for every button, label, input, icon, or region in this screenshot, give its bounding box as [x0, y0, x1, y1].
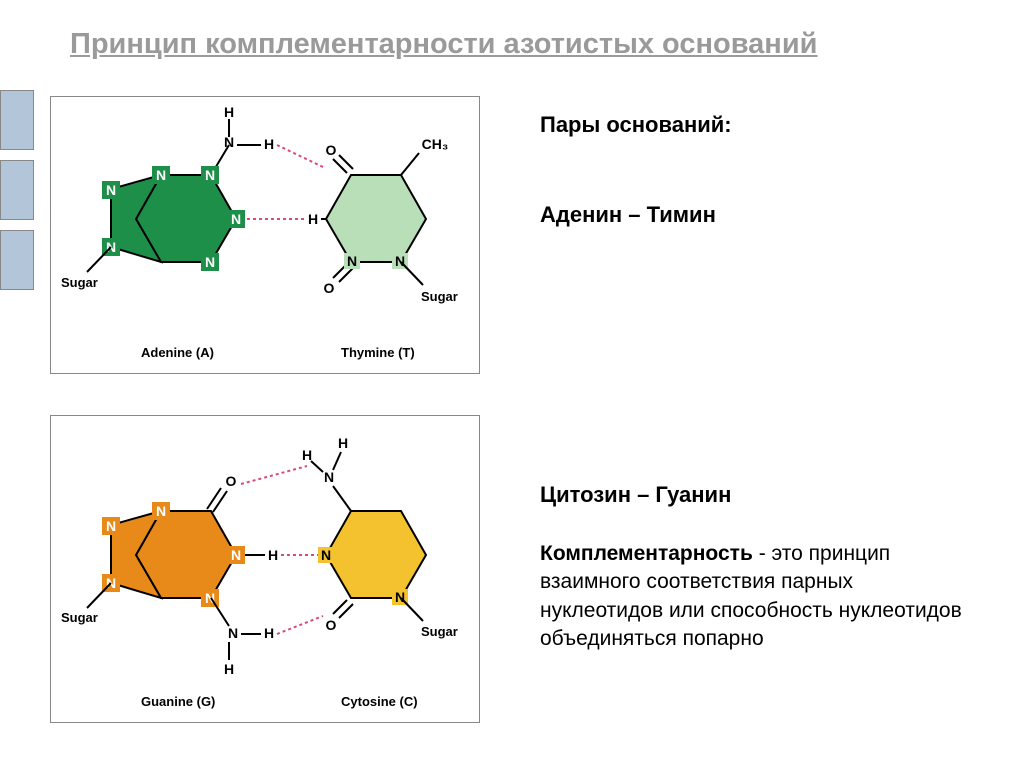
slide-tab-stack: [0, 90, 34, 300]
svg-text:N: N: [324, 469, 334, 485]
page-title: Принцип комплементарности азотистых осно…: [70, 28, 817, 61]
svg-text:H: H: [302, 447, 312, 463]
definition-term: Комплементарность: [540, 542, 753, 565]
diagram-adenine-thymine: N N N N N N N H H H O O: [50, 96, 480, 374]
slide-tab[interactable]: [0, 160, 34, 220]
svg-text:N: N: [106, 182, 116, 198]
pair-cytosine-guanine: Цитозин – Гуанин: [540, 480, 731, 510]
molecule-svg-at: N N N N N N N H H H O O: [51, 97, 481, 375]
svg-text:H: H: [268, 547, 278, 563]
svg-text:O: O: [326, 142, 337, 158]
svg-text:N: N: [106, 518, 116, 534]
sugar-label: Sugar: [61, 275, 98, 290]
guanine-label: Guanine (G): [141, 694, 215, 709]
molecule-svg-gc: O N N N N N N H H H N H: [51, 416, 481, 724]
adenine-label: Adenine (A): [141, 345, 214, 360]
svg-text:O: O: [324, 280, 335, 296]
svg-text:N: N: [231, 211, 241, 227]
svg-text:N: N: [156, 503, 166, 519]
svg-text:CH₃: CH₃: [422, 136, 449, 152]
svg-text:H: H: [224, 104, 234, 120]
sugar-label: Sugar: [421, 289, 458, 304]
svg-text:N: N: [228, 625, 238, 641]
svg-text:H: H: [308, 211, 318, 227]
svg-text:N: N: [205, 254, 215, 270]
pairs-header: Пары оснований:: [540, 110, 732, 140]
sugar-label: Sugar: [61, 610, 98, 625]
svg-text:N: N: [347, 253, 357, 269]
diagram-guanine-cytosine: O N N N N N N H H H N H: [50, 415, 480, 723]
slide-tab[interactable]: [0, 230, 34, 290]
svg-text:N: N: [205, 167, 215, 183]
svg-text:N: N: [395, 589, 405, 605]
pair-adenine-thymine: Аденин – Тимин: [540, 200, 716, 230]
svg-text:H: H: [338, 435, 348, 451]
svg-text:H: H: [264, 136, 274, 152]
cytosine-label: Cytosine (C): [341, 694, 418, 709]
definition-text: Комплементарность - это принцип взаимног…: [540, 540, 980, 653]
svg-text:O: O: [326, 617, 337, 633]
svg-text:H: H: [224, 661, 234, 677]
svg-text:N: N: [321, 547, 331, 563]
svg-text:N: N: [156, 167, 166, 183]
slide-tab[interactable]: [0, 90, 34, 150]
sugar-label: Sugar: [421, 624, 458, 639]
svg-text:N: N: [395, 253, 405, 269]
svg-text:O: O: [226, 473, 237, 489]
svg-text:H: H: [264, 625, 274, 641]
thymine-label: Thymine (T): [341, 345, 415, 360]
svg-text:N: N: [231, 547, 241, 563]
